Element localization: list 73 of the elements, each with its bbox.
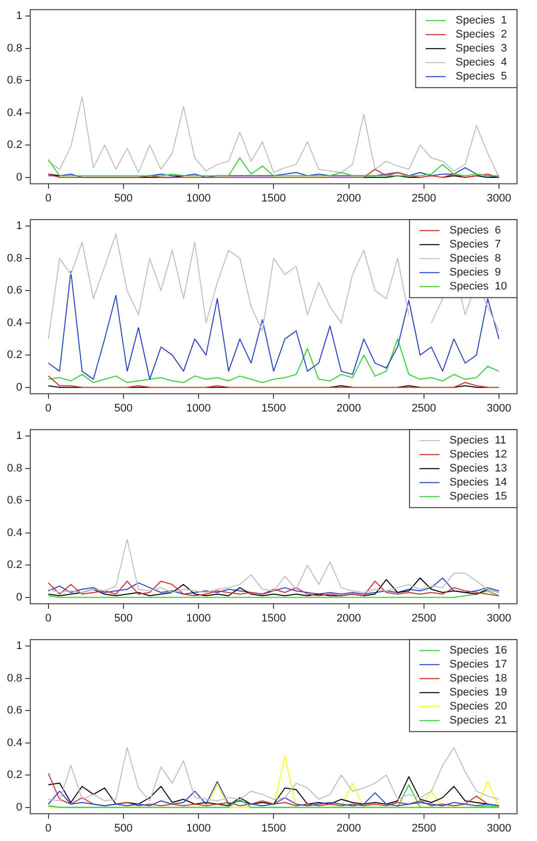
x-tick-label: 2500 — [412, 822, 436, 834]
y-tick-label: 0.2 — [6, 139, 22, 152]
legend-label: Species 12 — [450, 448, 508, 461]
x-tick-label: 500 — [114, 822, 133, 834]
legend-label: Species 10 — [450, 280, 508, 293]
x-tick-label: 2000 — [336, 402, 361, 414]
x-tick-label: 2500 — [412, 192, 436, 204]
y-tick-label: 0.6 — [6, 704, 22, 717]
y-tick-label: 0.2 — [6, 349, 22, 362]
x-tick-label: 500 — [114, 192, 133, 204]
y-tick-label: 0 — [16, 801, 22, 814]
x-tick-label: 2000 — [336, 612, 361, 624]
x-tick-label: 1000 — [186, 192, 211, 204]
legend-label: Species 13 — [450, 462, 508, 475]
x-tick-label: 500 — [114, 612, 133, 624]
x-tick-label: 2500 — [412, 612, 436, 624]
legend-label: Species 2 — [456, 28, 508, 41]
x-tick-label: 0 — [45, 192, 52, 204]
y-tick-label: 1 — [16, 10, 22, 22]
y-tick-label: 0.8 — [6, 42, 22, 54]
x-tick-label: 2000 — [336, 192, 361, 204]
x-tick-label: 3000 — [486, 192, 512, 204]
x-tick-label: 1000 — [186, 612, 211, 624]
x-tick-label: 1500 — [261, 192, 286, 204]
legend-label: Species 3 — [456, 42, 508, 55]
x-tick-label: 0 — [45, 822, 52, 834]
y-tick-label: 1 — [16, 640, 22, 652]
x-tick-label: 0 — [45, 612, 52, 624]
y-tick-label: 0.8 — [6, 462, 22, 474]
x-tick-label: 500 — [114, 402, 133, 414]
y-tick-label: 0.8 — [6, 672, 22, 684]
x-tick-label: 1500 — [261, 612, 286, 624]
legend-label: Species 18 — [450, 672, 508, 685]
x-tick-label: 2000 — [336, 822, 361, 834]
legend-label: Species 20 — [450, 700, 508, 713]
y-tick-label: 0.4 — [6, 736, 22, 749]
legend-label: Species 1 — [456, 14, 508, 27]
legend-label: Species 17 — [450, 658, 508, 671]
x-tick-label: 3000 — [486, 402, 512, 414]
legend-label: Species 5 — [456, 70, 508, 83]
y-tick-label: 0 — [16, 591, 22, 604]
y-tick-label: 0.6 — [6, 74, 22, 87]
y-tick-label: 0.8 — [6, 252, 22, 264]
y-tick-label: 0.2 — [6, 769, 22, 782]
y-tick-label: 1 — [16, 220, 22, 232]
legend-label: Species 16 — [450, 644, 508, 657]
y-tick-label: 0.4 — [6, 106, 22, 119]
y-tick-label: 0.4 — [6, 526, 22, 539]
legend-label: Species 19 — [450, 686, 508, 699]
x-tick-label: 1000 — [186, 402, 211, 414]
legend-label: Species 4 — [456, 56, 508, 69]
x-tick-label: 1500 — [261, 402, 286, 414]
legend-label: Species 6 — [450, 224, 501, 237]
legend-label: Species 9 — [450, 266, 501, 279]
y-tick-label: 1 — [16, 430, 22, 442]
x-tick-label: 1000 — [186, 822, 211, 834]
y-tick-label: 0 — [16, 171, 22, 184]
y-tick-label: 0 — [16, 381, 22, 394]
y-tick-label: 0.6 — [6, 494, 22, 507]
x-tick-label: 2500 — [412, 402, 436, 414]
legend-label: Species 14 — [450, 476, 508, 489]
y-tick-label: 0.4 — [6, 316, 22, 329]
y-tick-label: 0.6 — [6, 284, 22, 297]
x-tick-label: 3000 — [486, 822, 512, 834]
legend-label: Species 21 — [450, 714, 508, 727]
x-tick-label: 3000 — [486, 612, 512, 624]
legend-label: Species 8 — [450, 252, 501, 265]
legend-label: Species 11 — [450, 434, 506, 447]
x-tick-label: 1500 — [261, 822, 286, 834]
legend-label: Species 15 — [450, 490, 508, 503]
x-tick-label: 0 — [45, 402, 52, 414]
legend-label: Species 7 — [450, 238, 501, 251]
y-tick-label: 0.2 — [6, 559, 22, 572]
